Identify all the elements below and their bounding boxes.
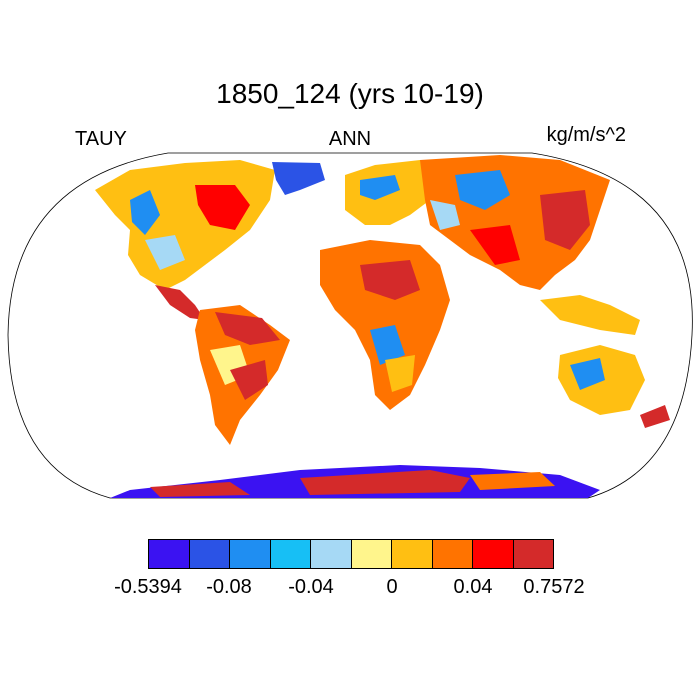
colorbar-swatch: [513, 540, 553, 568]
variable-label: TAUY: [75, 128, 127, 150]
africa-red: [360, 260, 420, 300]
colorbar-ticks: -0.5394 -0.08 -0.04 0 0.04 0.7572: [0, 576, 700, 606]
africa-blue: [370, 325, 405, 365]
asia-red2: [470, 225, 520, 265]
antarctica-red: [300, 470, 470, 495]
colorbar-tick-label: -0.5394: [114, 576, 182, 598]
antarctica-red2: [150, 482, 250, 497]
colorbar-swatch: [392, 540, 433, 568]
australia-blue: [570, 358, 605, 390]
colorbar-tick-label: 0.7572: [523, 576, 585, 598]
greenland: [272, 162, 325, 195]
colorbar-swatch: [149, 540, 190, 568]
north-america-blue: [130, 190, 160, 235]
southeast-asia: [540, 295, 640, 335]
asia-blue: [455, 170, 510, 210]
period-label: ANN: [328, 128, 372, 150]
colorbar-swatch: [351, 540, 392, 568]
antarctica-orange: [470, 472, 555, 490]
north-america-red: [195, 185, 250, 230]
colorbar-tick-label: 0: [386, 576, 398, 598]
colorbar-swatch: [311, 540, 352, 568]
asia-lightblue: [430, 200, 460, 230]
africa-yellow: [385, 355, 415, 392]
north-america-lightblue: [145, 235, 185, 270]
colorbar-tick-label: 0.04: [453, 576, 493, 598]
colorbar-swatch: [473, 540, 514, 568]
asia-red: [540, 190, 590, 250]
colorbar-tick-label: -0.04: [288, 576, 334, 598]
europe-blue: [360, 175, 400, 200]
colorbar-swatch: [432, 540, 473, 568]
new-zealand: [640, 405, 670, 428]
central-america: [155, 285, 205, 320]
colorbar-swatch: [189, 540, 230, 568]
south-america-red2: [230, 360, 268, 400]
units-label: kg/m/s^2: [546, 124, 626, 146]
colorbar-swatch: [270, 540, 311, 568]
south-america-red: [215, 312, 280, 345]
colorbar-tick-label: -0.08: [206, 576, 252, 598]
colorbar: [148, 539, 554, 569]
colorbar-swatch: [230, 540, 271, 568]
map-title: 1850_124 (yrs 10-19): [216, 78, 484, 109]
